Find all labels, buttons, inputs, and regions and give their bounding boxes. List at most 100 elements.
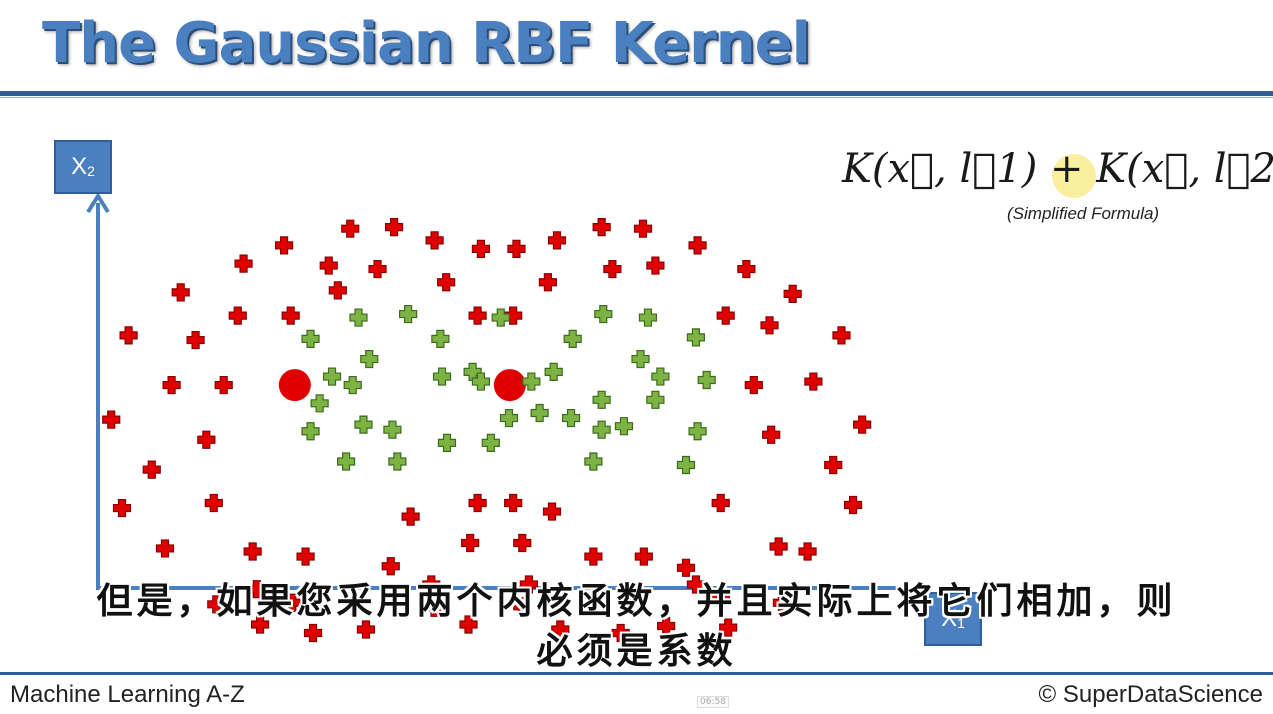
kernel-formula: K(x⃗, l⃗1) + K(x⃗, l⃗2): [842, 146, 1273, 192]
red-plus-point: [635, 548, 652, 565]
red-plus-point: [329, 282, 346, 299]
red-plus-point: [761, 317, 778, 334]
red-plus-point: [120, 327, 137, 344]
red-plus-point: [548, 232, 565, 249]
subtitle-line-2: 必须是系数: [0, 622, 1273, 674]
red-plus-point: [235, 255, 252, 272]
green-plus-point: [564, 330, 581, 347]
red-plus-point: [689, 237, 706, 254]
red-plus-point: [187, 332, 204, 349]
red-plus-point: [833, 327, 850, 344]
green-plus-point: [639, 309, 656, 326]
footer-divider: [0, 672, 1273, 675]
red-plus-point: [163, 377, 180, 394]
green-plus-point: [593, 421, 610, 438]
red-plus-point: [717, 307, 734, 324]
green-plus-point: [400, 306, 417, 323]
green-plus-point: [677, 457, 694, 474]
red-plus-point: [505, 495, 522, 512]
red-plus-point: [634, 220, 651, 237]
green-plus-point: [438, 434, 455, 451]
red-plus-point: [229, 307, 246, 324]
red-plus-point: [426, 232, 443, 249]
red-plus-point: [472, 240, 489, 257]
video-timestamp: 06:58: [697, 696, 729, 708]
red-plus-point: [386, 219, 403, 236]
red-plus-point: [784, 285, 801, 302]
copyright: © SuperDataScience: [1039, 681, 1263, 709]
red-plus-point: [282, 307, 299, 324]
red-plus-point: [604, 261, 621, 278]
green-plus-point: [350, 309, 367, 326]
green-plus-point: [615, 418, 632, 435]
green-plus-point: [432, 330, 449, 347]
red-plus-point: [593, 219, 610, 236]
green-plus-point: [355, 416, 372, 433]
red-plus-point: [854, 416, 871, 433]
red-plus-point: [113, 500, 130, 517]
green-plus-point: [531, 405, 548, 422]
red-plus-point: [172, 284, 189, 301]
red-plus-point: [469, 307, 486, 324]
red-plus-point: [585, 548, 602, 565]
green-plus-point: [595, 306, 612, 323]
red-plus-point: [215, 377, 232, 394]
course-name: Machine Learning A-Z: [10, 681, 245, 709]
red-plus-point: [369, 261, 386, 278]
green-plus-point: [501, 410, 518, 427]
green-plus-point: [302, 330, 319, 347]
green-plus-point: [344, 377, 361, 394]
green-plus-point: [338, 453, 355, 470]
red-plus-point: [770, 538, 787, 555]
formula-note: (Simplified Formula): [1007, 204, 1159, 224]
subtitle-line-1: 但是，如果您采用两个内核函数，并且实际上将它们相加，则: [0, 572, 1273, 624]
red-plus-point: [198, 431, 215, 448]
red-plus-point: [712, 495, 729, 512]
red-plus-point: [297, 548, 314, 565]
red-plus-point: [805, 373, 822, 390]
y-axis-label-text: X: [71, 153, 87, 181]
red-plus-point: [276, 237, 293, 254]
red-plus-point: [103, 411, 120, 428]
green-plus-point: [434, 368, 451, 385]
green-plus-point: [585, 453, 602, 470]
red-plus-point: [799, 543, 816, 560]
green-plus-point: [593, 391, 610, 408]
red-plus-point: [469, 495, 486, 512]
green-plus-point: [324, 368, 341, 385]
green-plus-point: [689, 423, 706, 440]
red-plus-point: [438, 274, 455, 291]
red-plus-point: [402, 508, 419, 525]
green-plus-point: [389, 453, 406, 470]
red-plus-point: [342, 220, 359, 237]
red-plus-point: [320, 257, 337, 274]
red-plus-point: [244, 543, 261, 560]
red-plus-point: [738, 261, 755, 278]
red-plus-point: [544, 503, 561, 520]
y-axis-label: X2: [54, 140, 112, 194]
landmark-l2: [494, 369, 526, 401]
red-plus-point: [508, 240, 525, 257]
red-plus-point: [205, 495, 222, 512]
green-plus-point: [698, 372, 715, 389]
red-plus-point: [763, 426, 780, 443]
green-plus-point: [652, 368, 669, 385]
red-plus-point: [825, 457, 842, 474]
green-plus-point: [632, 351, 649, 368]
green-plus-point: [302, 423, 319, 440]
red-plus-point: [539, 274, 556, 291]
red-plus-point: [156, 540, 173, 557]
red-plus-point: [143, 461, 160, 478]
red-plus-point: [745, 377, 762, 394]
green-plus-point: [687, 329, 704, 346]
landmark-l1: [279, 369, 311, 401]
green-plus-point: [361, 351, 378, 368]
green-plus-point: [384, 421, 401, 438]
red-plus-point: [845, 496, 862, 513]
red-plus-point: [462, 534, 479, 551]
green-plus-point: [311, 395, 328, 412]
green-plus-point: [647, 391, 664, 408]
green-plus-point: [545, 363, 562, 380]
y-axis-label-sub: 2: [87, 163, 95, 179]
green-plus-point: [482, 434, 499, 451]
